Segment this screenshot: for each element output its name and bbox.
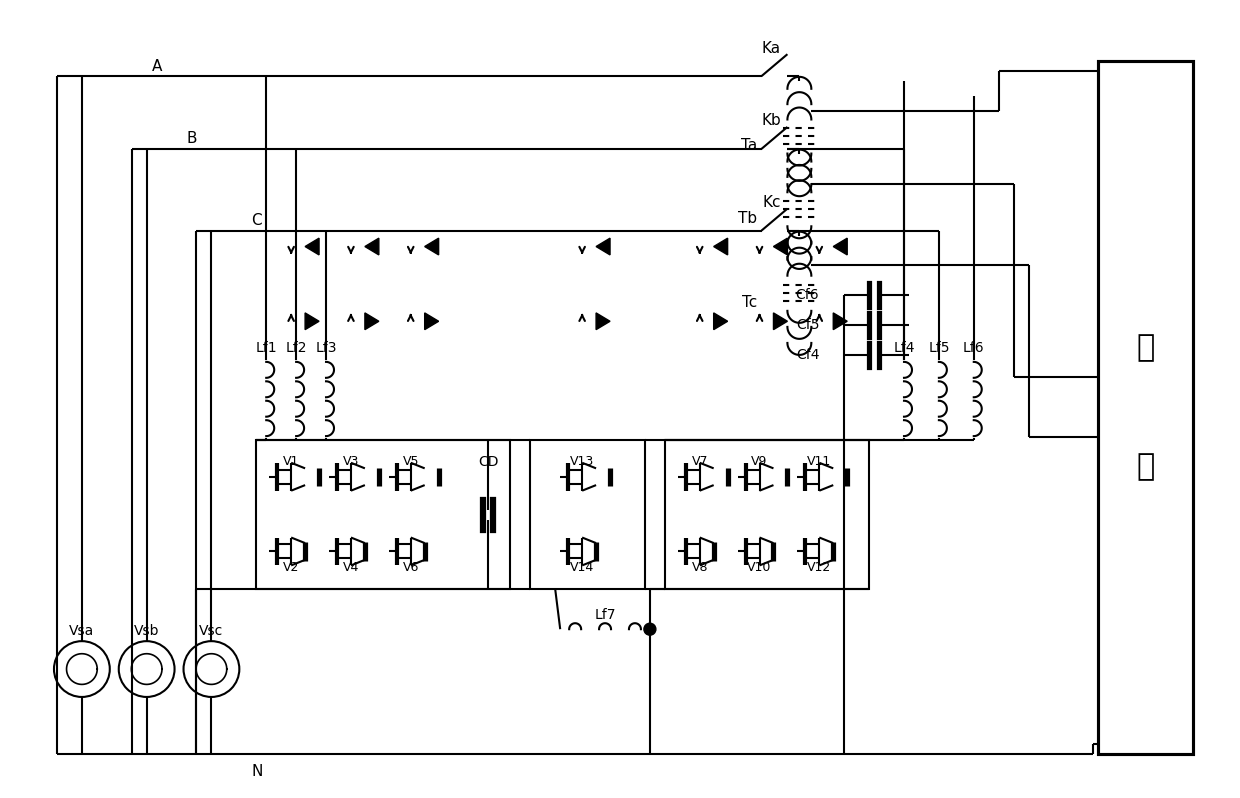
Text: Lf3: Lf3: [315, 342, 337, 355]
Polygon shape: [833, 313, 847, 330]
Text: Vsb: Vsb: [134, 624, 160, 638]
Bar: [665, 440, 869, 590]
Text: V13: V13: [570, 456, 594, 468]
Text: Tb: Tb: [738, 211, 758, 226]
Text: V5: V5: [403, 456, 419, 468]
Text: Lf5: Lf5: [928, 342, 950, 355]
Polygon shape: [714, 313, 728, 330]
Polygon shape: [714, 238, 728, 255]
Text: Kb: Kb: [761, 113, 781, 128]
Bar: [531, 440, 645, 590]
Polygon shape: [424, 313, 439, 330]
Polygon shape: [365, 238, 379, 255]
Text: V11: V11: [807, 456, 832, 468]
Text: V3: V3: [342, 456, 360, 468]
Polygon shape: [365, 313, 379, 330]
Text: Cf4: Cf4: [796, 348, 820, 362]
Text: V14: V14: [570, 561, 594, 574]
Text: Lf7: Lf7: [594, 608, 616, 622]
Polygon shape: [774, 238, 787, 255]
Text: 载: 载: [1136, 452, 1154, 481]
Text: 负: 负: [1136, 333, 1154, 361]
Text: C: C: [252, 213, 262, 228]
Text: V6: V6: [403, 561, 419, 574]
Text: Cf5: Cf5: [796, 318, 820, 332]
Text: Lf4: Lf4: [893, 342, 915, 355]
Polygon shape: [596, 313, 610, 330]
Text: B: B: [186, 132, 197, 146]
Text: V12: V12: [807, 561, 832, 574]
Text: V7: V7: [692, 456, 708, 468]
Polygon shape: [774, 313, 787, 330]
Text: Kc: Kc: [763, 196, 781, 210]
Text: N: N: [252, 764, 263, 779]
Bar: [1099, 61, 1193, 754]
Text: V10: V10: [748, 561, 771, 574]
Polygon shape: [305, 313, 319, 330]
Polygon shape: [596, 238, 610, 255]
Circle shape: [644, 623, 656, 635]
Text: Tc: Tc: [743, 294, 758, 310]
Text: Vsc: Vsc: [200, 624, 223, 638]
Text: A: A: [151, 59, 162, 73]
Text: Ta: Ta: [742, 138, 758, 153]
Text: Lf6: Lf6: [963, 342, 985, 355]
Text: Lf1: Lf1: [255, 342, 277, 355]
Text: V1: V1: [283, 456, 299, 468]
Polygon shape: [305, 238, 319, 255]
Text: Cf6: Cf6: [796, 288, 820, 302]
Text: Lf2: Lf2: [285, 342, 306, 355]
Polygon shape: [424, 238, 439, 255]
Text: V9: V9: [751, 456, 768, 468]
Text: Ka: Ka: [761, 41, 781, 56]
Text: V8: V8: [692, 561, 708, 574]
Bar: [257, 440, 511, 590]
Polygon shape: [833, 238, 847, 255]
Text: V2: V2: [283, 561, 299, 574]
Text: Vsa: Vsa: [69, 624, 94, 638]
Text: V4: V4: [342, 561, 360, 574]
Text: CD: CD: [479, 455, 498, 468]
